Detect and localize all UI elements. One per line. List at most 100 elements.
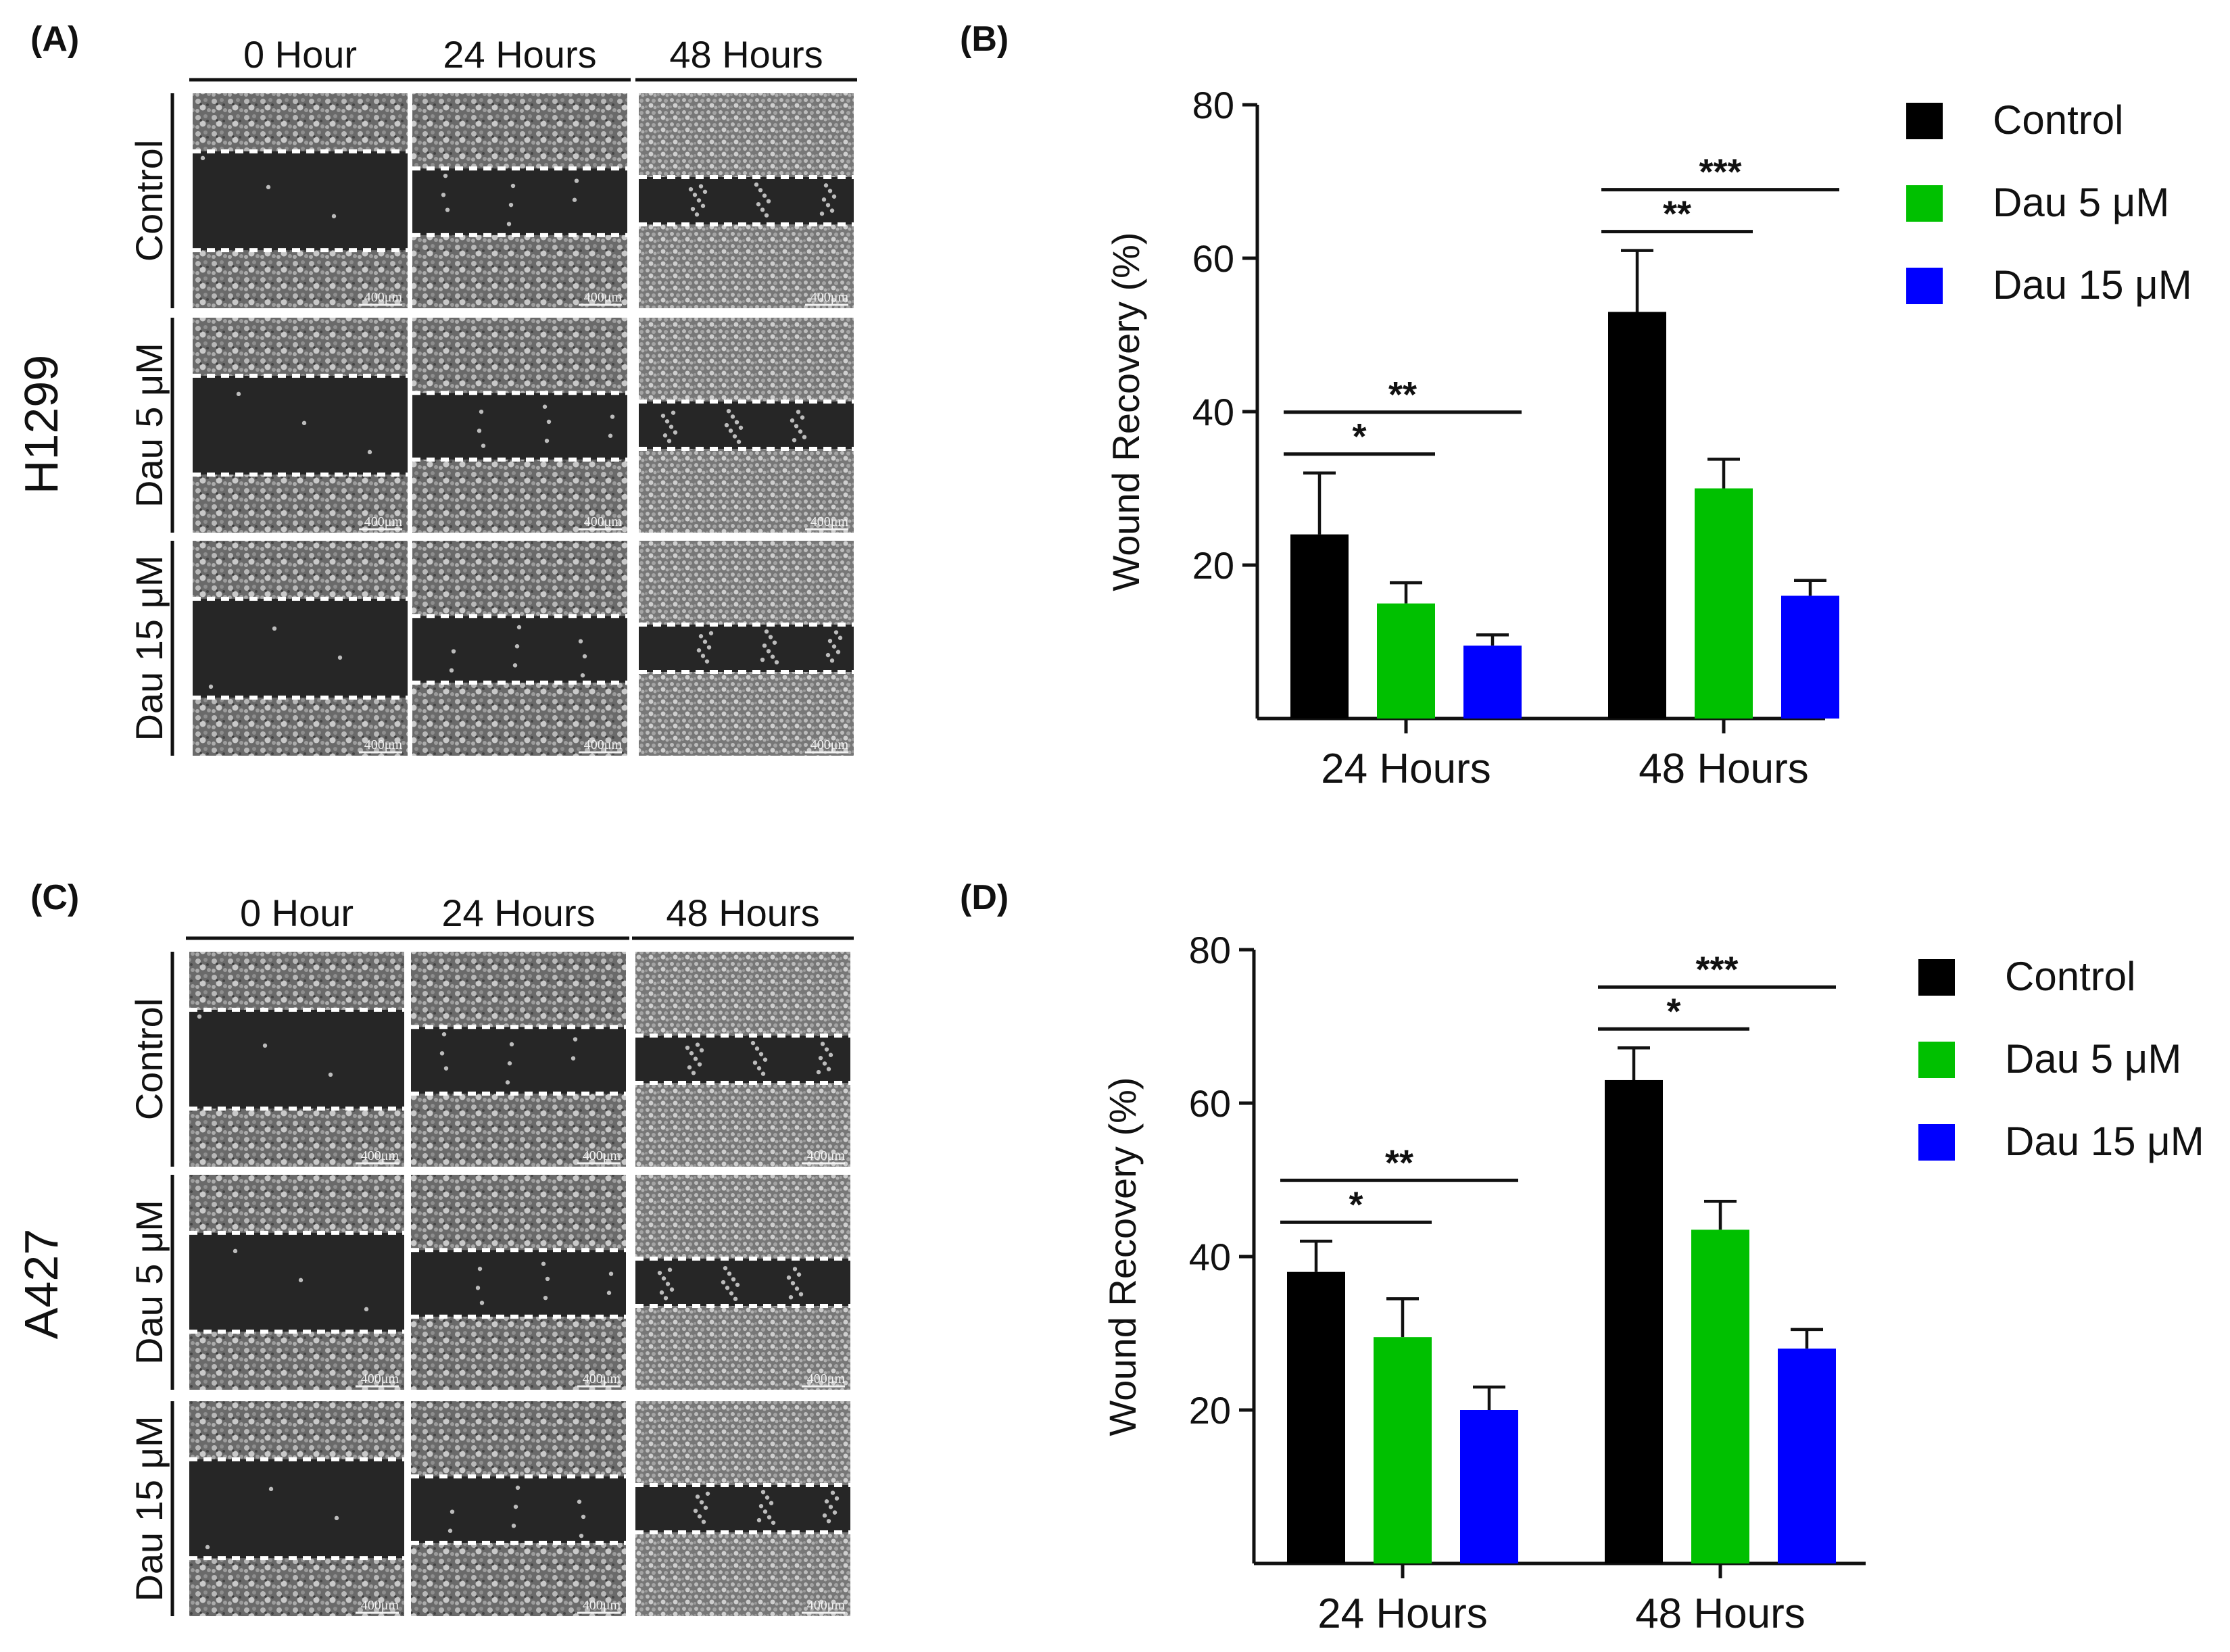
migrating-cell [727,1271,732,1276]
migrating-cell [508,202,514,208]
migrating-cell [699,1048,704,1052]
migrating-cell [262,1043,268,1048]
migrating-cell [768,635,773,639]
panel-label-c: (C) [30,878,79,917]
wound-gap [639,177,854,224]
migrating-cell [542,404,548,409]
migrating-cell [733,1296,738,1301]
migrating-cell [691,1071,696,1075]
migrating-cell [510,183,516,189]
migrating-cell [577,1499,582,1504]
row-label: Dau 5 μM [128,1200,170,1365]
migrating-cell [790,1281,796,1286]
migrating-cell [731,1277,736,1282]
scale-bar-label: 400μm [584,290,623,305]
migrating-cell [689,1051,694,1056]
migrating-cell [608,433,613,438]
migrating-cell [838,635,843,640]
migrating-cell [826,1519,831,1524]
scale-bar-label: 400μm [364,737,403,752]
migrating-cell [760,1071,766,1076]
y-axis-title: Wound Recovery (%) [1105,232,1147,591]
migrating-cell [545,1276,550,1282]
wound-gap [193,375,408,475]
legend-swatch [1918,1124,1955,1161]
bar-control [1287,1271,1345,1563]
migrating-cell [822,1061,827,1066]
migrating-cell [825,203,831,208]
migrating-cell [301,420,307,426]
micrograph-image: 400μm [412,541,627,756]
row-label: Control [128,998,170,1121]
migrating-cell [758,1052,764,1056]
migrating-cell [513,1504,518,1509]
migrating-cell [507,1061,512,1066]
migrating-cell [834,1496,840,1501]
migrating-cell [821,197,827,202]
migrating-cell [669,1287,675,1292]
micrograph-image: 400μm [639,318,854,533]
migrating-cell [703,1505,708,1510]
micrograph-image: 400μm [411,1175,626,1390]
migrating-cell [205,1545,210,1550]
migrating-cell [826,1067,831,1071]
migrating-cell [766,199,771,203]
row-label: Dau 15 μM [128,555,170,741]
micrograph-image: 400μm [193,318,408,533]
migrating-cell [439,1051,445,1056]
migrating-cell [696,648,702,653]
legend-label: Dau 5 μM [1993,180,2169,225]
migrating-cell [824,1499,829,1504]
migrating-cell [582,654,587,659]
y-tick-label: 20 [1189,1389,1231,1432]
migrating-cell [770,654,775,659]
migrating-cell [706,645,712,650]
scale-bar-label: 400μm [810,290,849,305]
legend-label: Control [2005,954,2135,999]
migrating-cell [702,639,708,644]
micrograph-image: 400μm [411,952,626,1167]
wound-gap [635,1036,850,1083]
migrating-cell [578,639,583,643]
micrograph-image: 400μm [635,952,850,1167]
scale-bar-label: 400μm [583,1371,621,1386]
bar-dau-15-m [1781,596,1839,719]
bar-chart-d: 20 40 60 80 Wound Recovery (%) 24 Hours 48 Hou… [1101,929,2204,1637]
migrating-cell [364,1307,369,1312]
column-header: 0 Hour [243,33,357,76]
scale-bar-label: 400μm [583,1598,621,1613]
migrating-cell [447,1528,453,1533]
micrograph-image: 400μm [412,318,627,533]
migrating-cell [696,198,702,203]
bar-dau-15-m [1463,646,1522,719]
migrating-cell [451,649,456,654]
legend-swatch [1918,959,1955,996]
migrating-cell [705,1491,710,1496]
migrating-cell [828,1505,833,1509]
migrating-cell [723,1265,728,1271]
migrating-cell [208,684,214,689]
bar-dau-5-m [1377,603,1435,719]
bar-chart-b: 20 40 60 80 Wound Recovery (%) 24 Hours 48 Hou… [1105,84,2192,792]
migrating-cell [236,391,241,397]
y-tick-label: 40 [1189,1236,1231,1278]
migrating-cell [724,422,729,428]
migrating-cell [571,1056,576,1061]
migrating-cell [692,193,698,197]
significance-label: *** [1699,152,1741,193]
migrating-cell [698,634,704,639]
migrating-cell [700,654,706,658]
scale-bar-label: 400μm [807,1371,846,1386]
micrograph-image: 400μm [635,1401,850,1616]
migrating-cell [818,1056,823,1061]
migrating-cell [762,1057,768,1062]
migrating-cell [796,1272,802,1277]
y-tick-label: 80 [1189,929,1231,971]
scale-bar-label: 400μm [364,290,403,305]
migrating-cell [726,408,731,414]
migrating-cell [514,643,520,649]
migrating-cell [819,211,825,216]
migrating-cell [790,418,795,423]
migrating-cell [831,644,837,649]
migrating-cell [664,419,670,424]
